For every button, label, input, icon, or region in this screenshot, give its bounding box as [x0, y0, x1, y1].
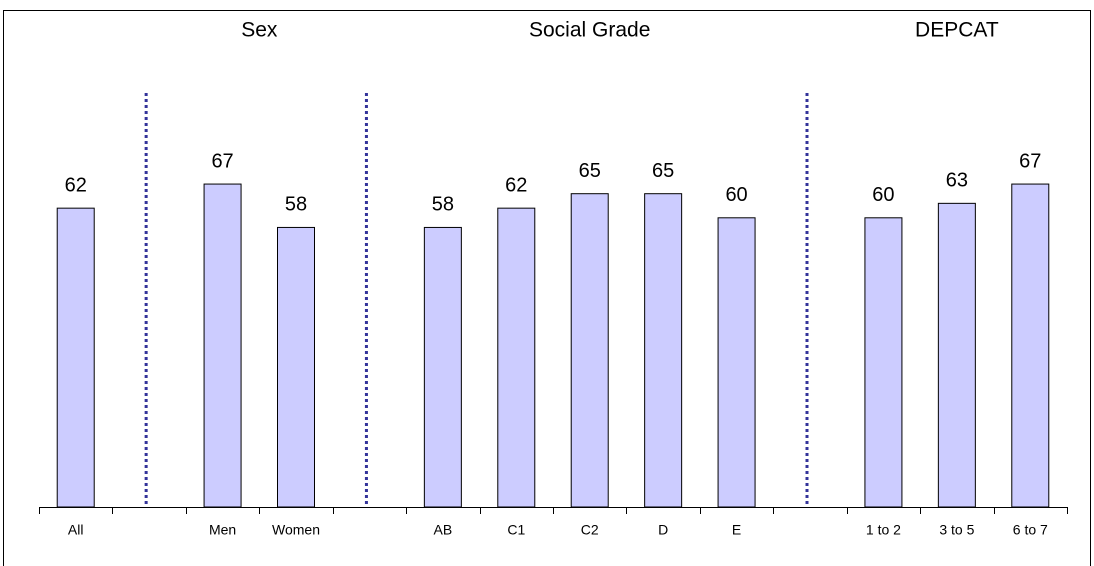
- bar: [570, 193, 609, 508]
- x-tick-label: C2: [581, 522, 599, 538]
- value-label: 58: [432, 194, 454, 216]
- bar: [937, 202, 976, 508]
- x-tick-label: 1 to 2: [866, 522, 901, 538]
- chart-frame: [3, 10, 1091, 566]
- x-tick-label: 3 to 5: [939, 522, 974, 538]
- value-label: 62: [65, 174, 87, 196]
- bar: [56, 207, 95, 508]
- value-label: 67: [211, 150, 233, 172]
- x-tick-label: D: [658, 522, 668, 538]
- bar: [497, 207, 536, 508]
- value-label: 65: [579, 160, 601, 182]
- x-tick-label: 6 to 7: [1013, 522, 1048, 538]
- value-label: 58: [285, 194, 307, 216]
- bar: [203, 183, 242, 508]
- value-label: 67: [1019, 150, 1041, 172]
- x-tick-label: Men: [209, 522, 236, 538]
- value-label: 62: [505, 174, 527, 196]
- bar: [644, 193, 683, 508]
- value-label: 60: [872, 184, 894, 206]
- x-tick-label: All: [68, 522, 84, 538]
- bar: [423, 226, 462, 508]
- x-tick-label: AB: [434, 522, 453, 538]
- group-label: Social Grade: [529, 19, 650, 42]
- value-label: 60: [725, 184, 747, 206]
- x-tick-label: Women: [272, 522, 320, 538]
- bar: [717, 217, 756, 508]
- bar: [864, 217, 903, 508]
- group-label: Sex: [241, 19, 278, 42]
- value-label: 65: [652, 160, 674, 182]
- x-tick-label: E: [732, 522, 741, 538]
- x-tick-label: C1: [507, 522, 525, 538]
- bar: [277, 226, 315, 508]
- value-label: 63: [946, 170, 968, 192]
- bar: [1011, 183, 1050, 508]
- group-label: DEPCAT: [915, 19, 999, 42]
